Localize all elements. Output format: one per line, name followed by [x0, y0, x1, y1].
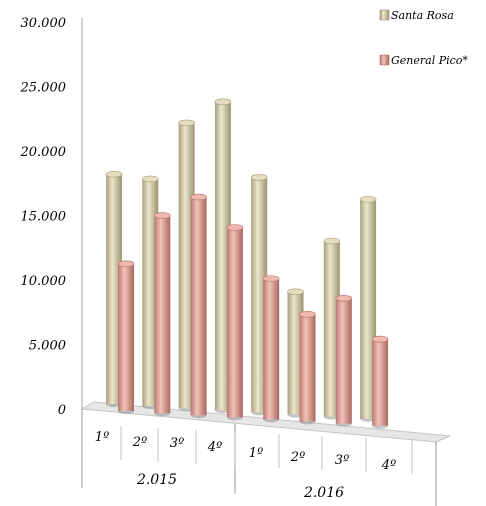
bar-general-pico-3: [190, 193, 207, 419]
bar-general-pico-1: [117, 260, 135, 414]
x-category-label: 3º: [170, 436, 184, 451]
bar-general-pico-4: [226, 224, 244, 421]
y-tick-label: 25.000: [20, 81, 67, 96]
x-category-label: 3º: [335, 453, 349, 468]
x-category-label: 2º: [132, 435, 147, 450]
y-tick-label: 5.000: [29, 339, 66, 354]
legend-swatch-santa-rosa: [379, 9, 390, 21]
x-group-labels: 2.015 2.016: [136, 472, 344, 501]
chart-floor: [80, 401, 451, 443]
bar-general-pico-5: [262, 275, 280, 423]
legend-label-santa-rosa: Santa Rosa: [391, 9, 454, 22]
y-tick-label: 20.000: [20, 145, 67, 160]
x-category-label: 1º: [95, 430, 109, 445]
bar-general-pico-2: [154, 212, 171, 417]
bar-general-pico-6: [299, 310, 316, 425]
y-tick-label: 15.000: [21, 210, 67, 225]
legend-swatch-general-pico: [379, 54, 390, 66]
x-group-label: 2.015: [136, 472, 177, 488]
y-tick-label: 0: [58, 403, 66, 418]
legend: Santa Rosa General Pico*: [379, 9, 468, 67]
x-category-label: 4º: [381, 458, 396, 473]
legend-label-general-pico: General Pico*: [391, 54, 468, 67]
x-group-label: 2.016: [303, 485, 344, 501]
x-category-label: 4º: [207, 440, 222, 455]
y-tick-label: 10.000: [21, 274, 67, 289]
x-category-label: 1º: [249, 446, 263, 461]
bar-general-pico-7: [335, 295, 353, 427]
bars-layer: [105, 98, 389, 429]
y-axis-ticks: 0 5.000 10.000 15.000 20.000 25.000 30.000: [20, 16, 67, 418]
x-category-label: 2º: [290, 450, 305, 465]
y-tick-label: 30.000: [21, 16, 67, 31]
x-category-labels: 1º 2º 3º 4º 1º 2º 3º 4º: [95, 426, 413, 474]
bar-general-pico-8: [371, 335, 389, 429]
